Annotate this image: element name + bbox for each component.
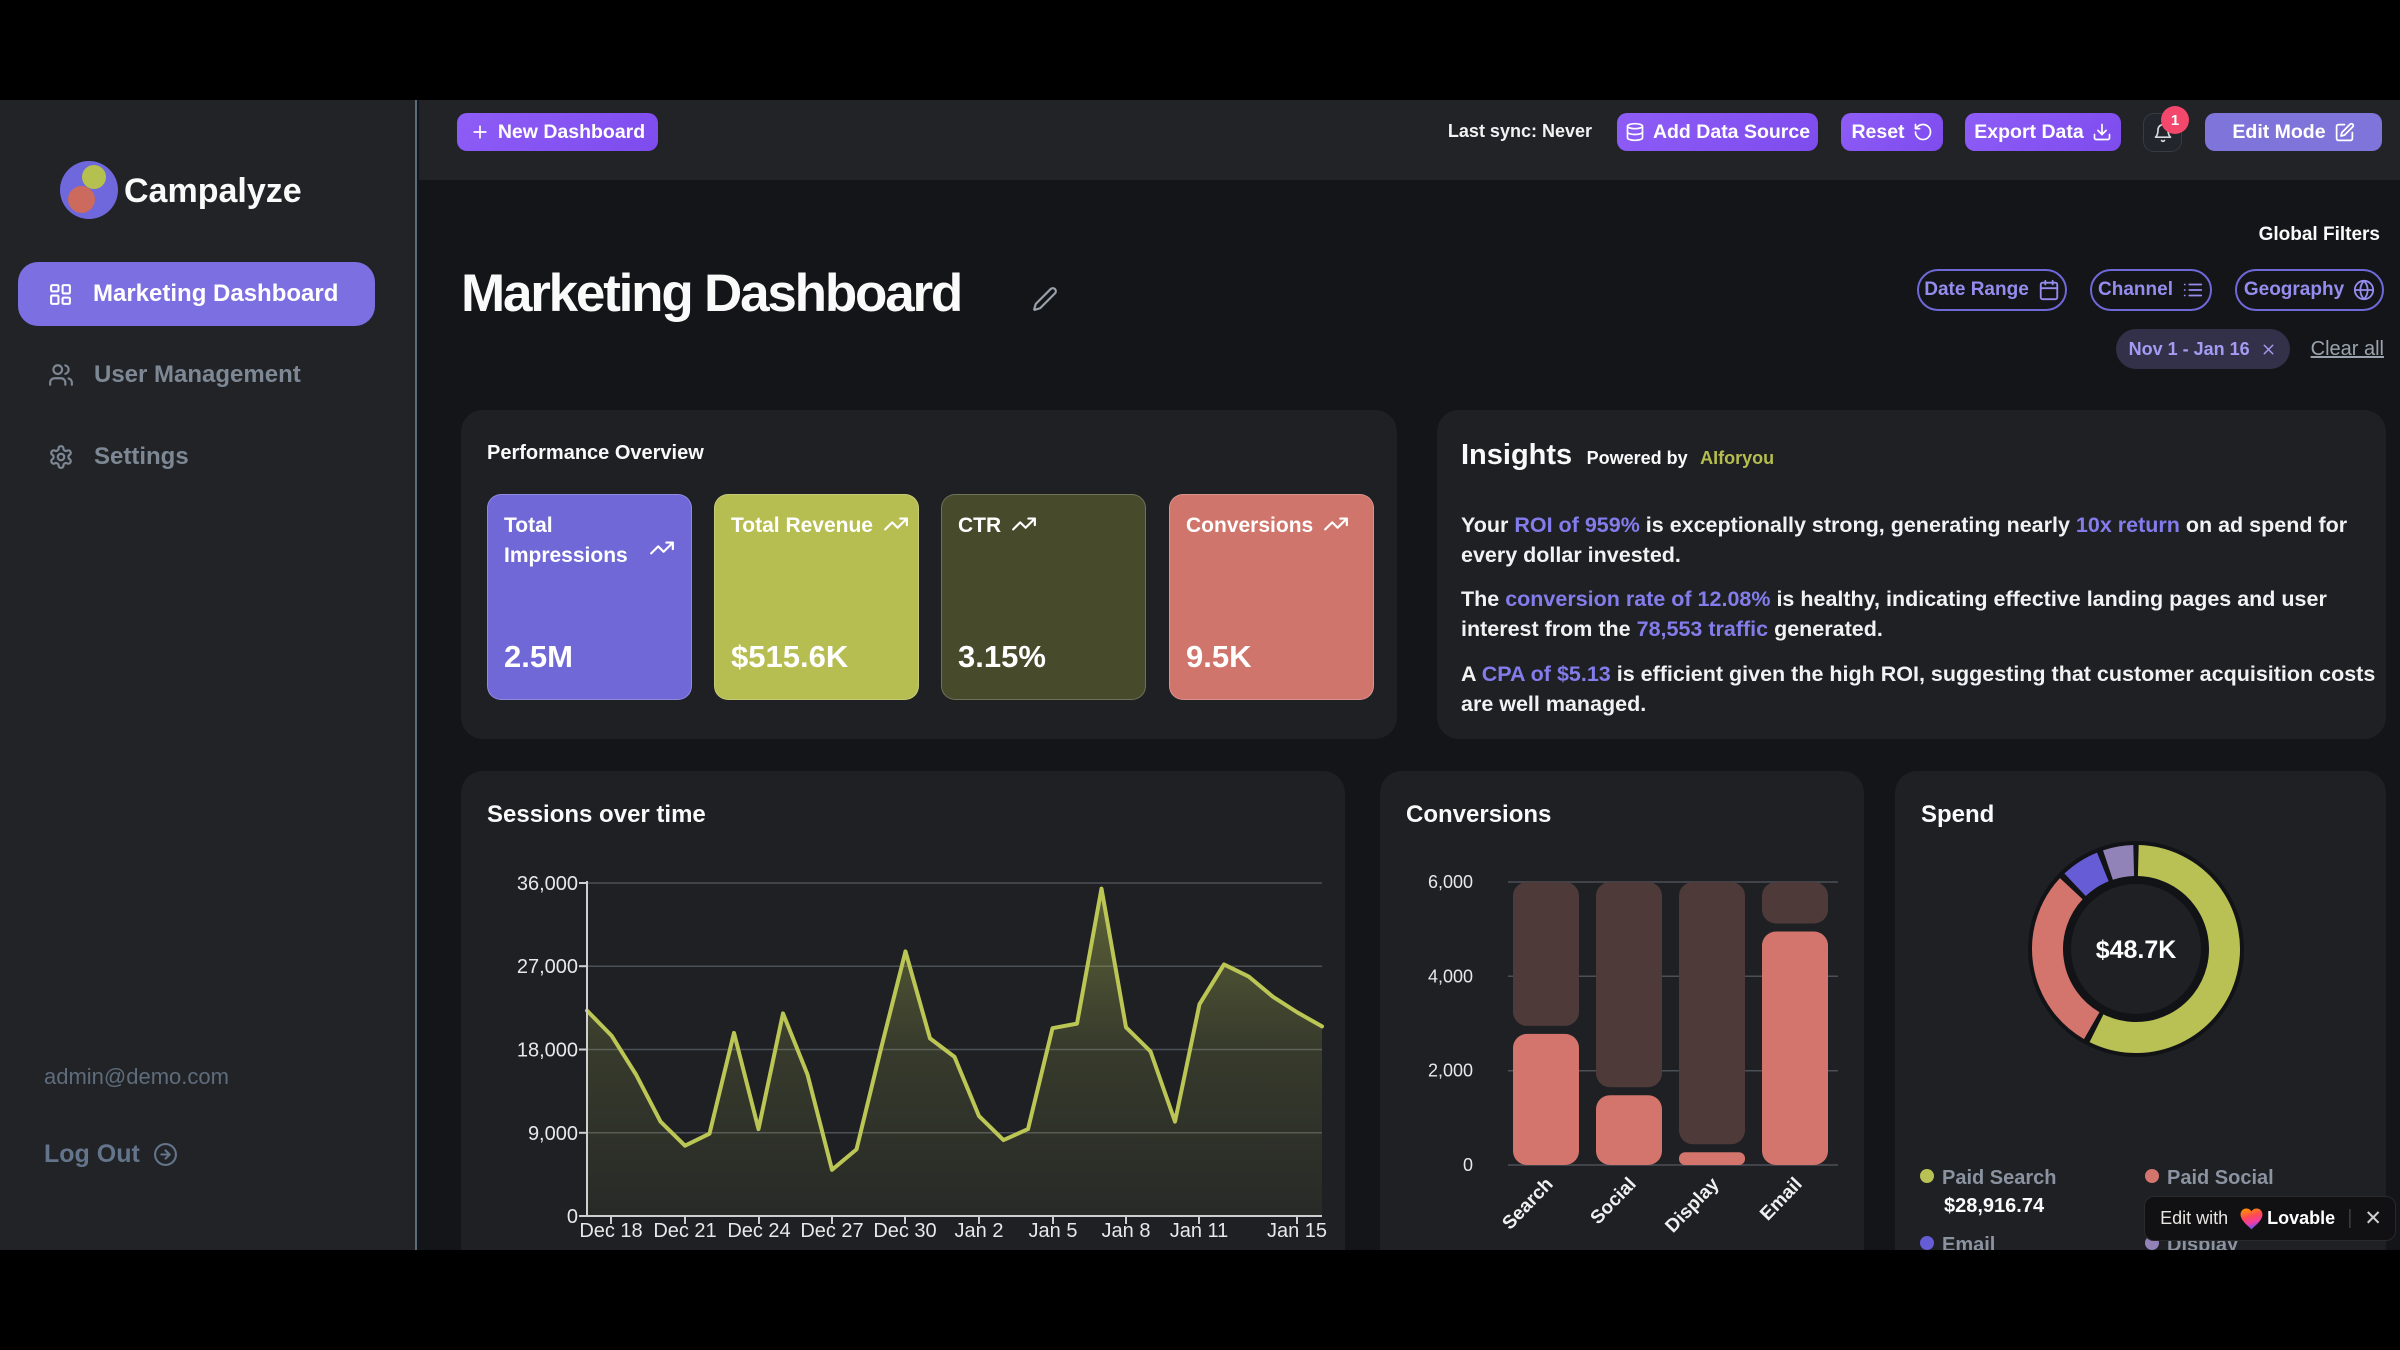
svg-text:Social: Social [1587, 1174, 1641, 1229]
svg-text:2,000: 2,000 [1428, 1061, 1473, 1081]
svg-text:Jan 2: Jan 2 [955, 1220, 1004, 1242]
svg-text:Dec 30: Dec 30 [873, 1220, 936, 1242]
svg-text:9,000: 9,000 [528, 1123, 578, 1145]
svg-text:Search: Search [1498, 1174, 1557, 1234]
svg-text:Jan 15: Jan 15 [1267, 1220, 1327, 1242]
svg-text:Dec 21: Dec 21 [653, 1220, 716, 1242]
svg-text:$28,916.74: $28,916.74 [1944, 1195, 2045, 1217]
svg-text:Paid Search: Paid Search [1942, 1167, 2057, 1189]
svg-text:Dec 24: Dec 24 [727, 1220, 790, 1242]
svg-text:Display: Display [1662, 1174, 1724, 1238]
svg-text:Dec 27: Dec 27 [800, 1220, 863, 1242]
svg-text:Jan 8: Jan 8 [1102, 1220, 1151, 1242]
svg-text:6,000: 6,000 [1428, 872, 1473, 892]
svg-text:Jan 5: Jan 5 [1029, 1220, 1078, 1242]
svg-text:Email: Email [1942, 1234, 1995, 1250]
svg-text:4,000: 4,000 [1428, 966, 1473, 986]
svg-text:0: 0 [567, 1206, 578, 1228]
svg-text:0: 0 [1463, 1155, 1473, 1175]
svg-text:$48.7K: $48.7K [2096, 936, 2177, 964]
svg-text:Paid Social: Paid Social [2167, 1167, 2274, 1189]
svg-text:36,000: 36,000 [517, 873, 578, 895]
svg-text:Dec 18: Dec 18 [579, 1220, 642, 1242]
svg-text:Jan 11: Jan 11 [1170, 1220, 1229, 1242]
svg-text:18,000: 18,000 [517, 1040, 578, 1062]
svg-text:Email: Email [1756, 1174, 1806, 1225]
svg-text:27,000: 27,000 [517, 956, 578, 978]
